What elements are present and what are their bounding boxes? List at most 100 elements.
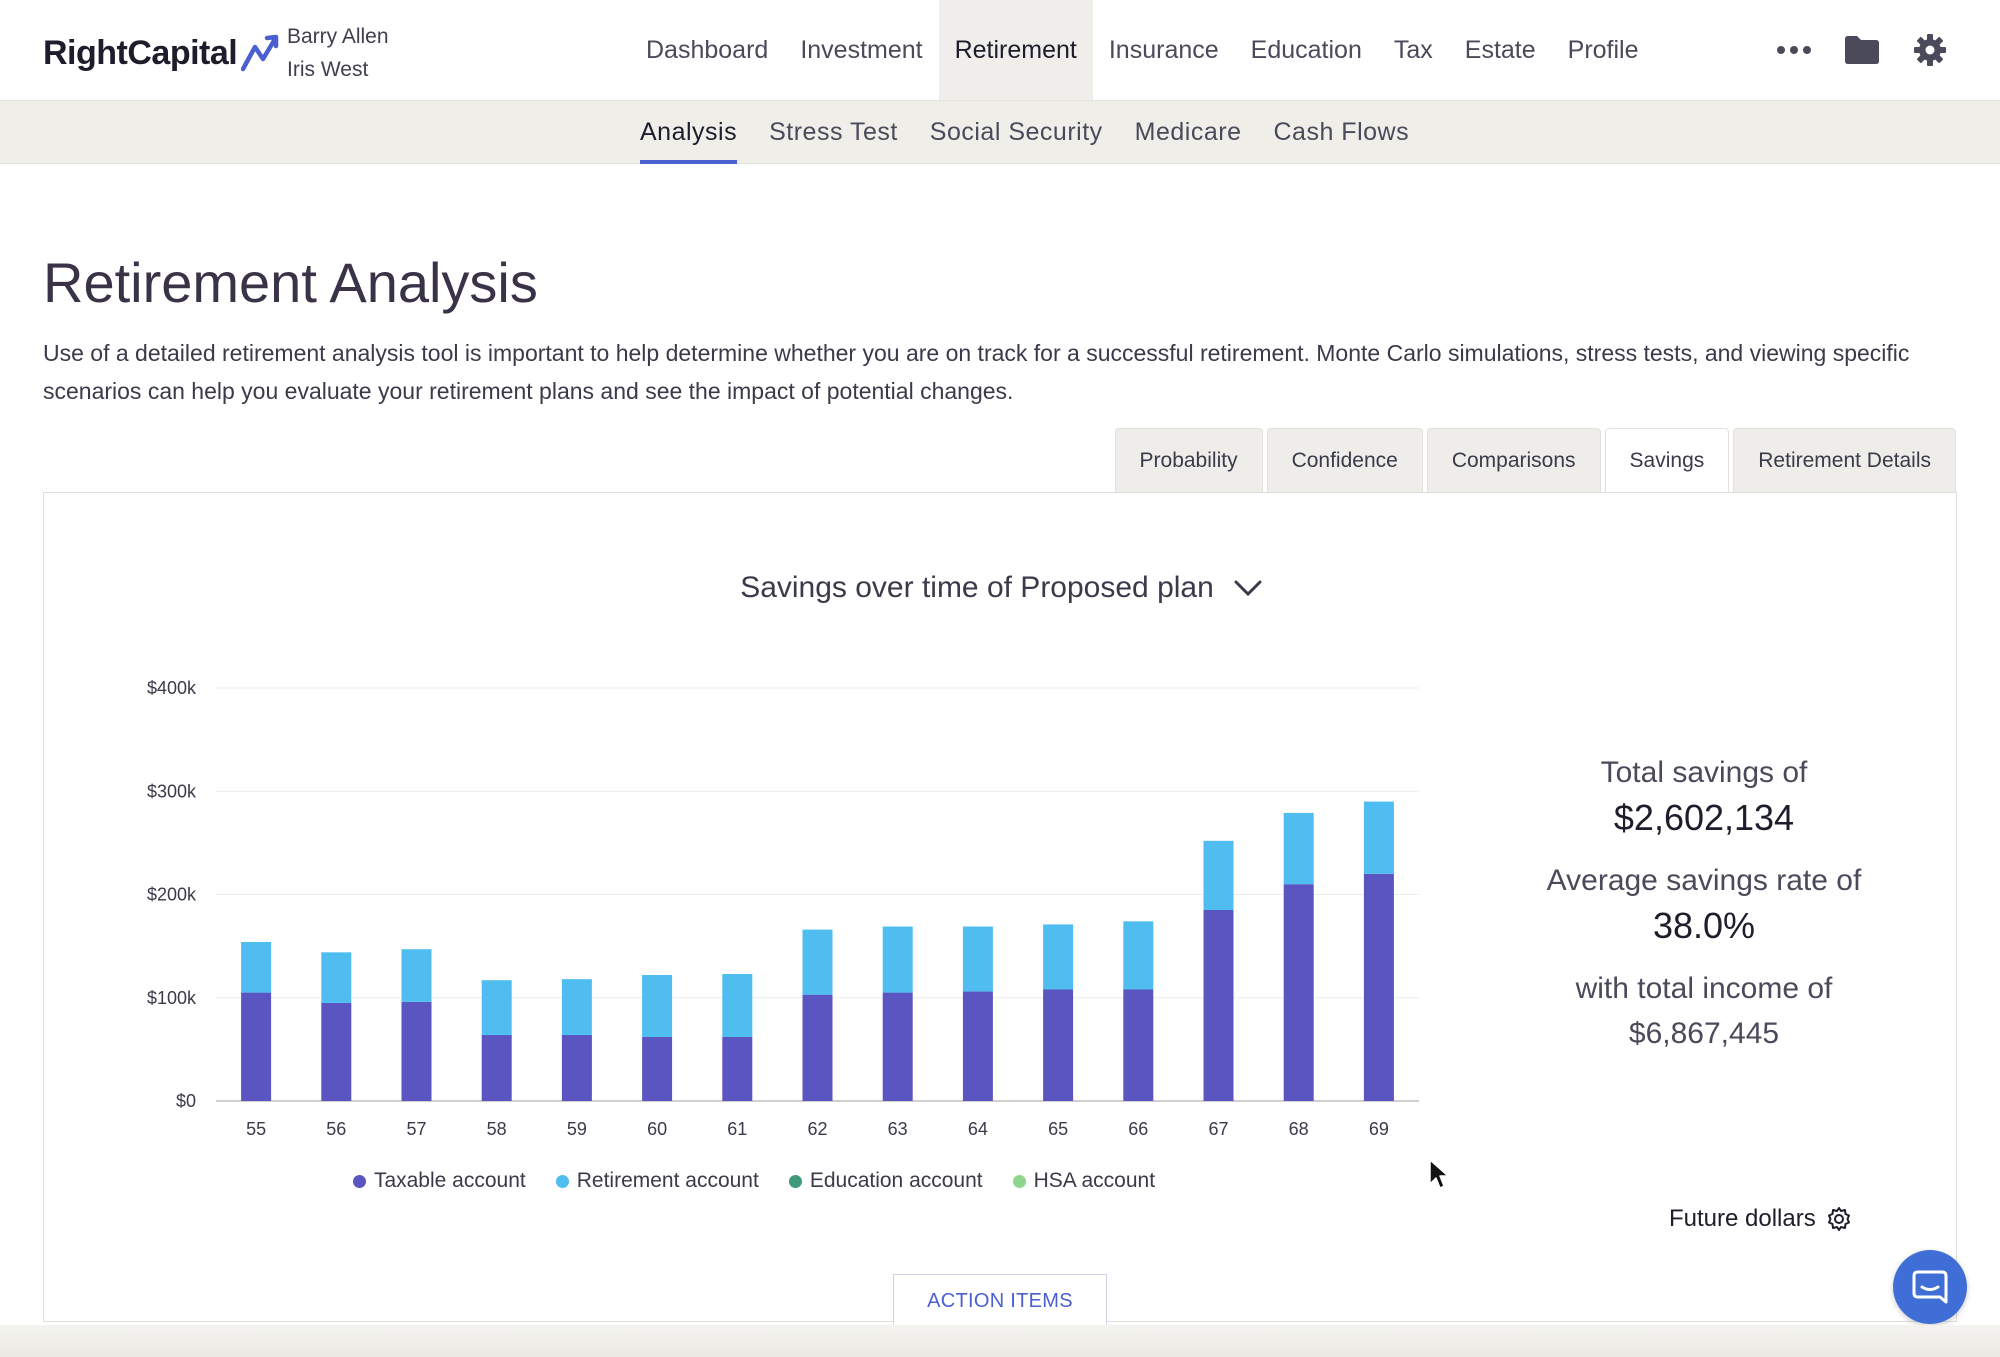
- bar-retirement-account-57[interactable]: [401, 949, 432, 1002]
- x-tick-label: 63: [888, 1119, 908, 1139]
- legend-education-swatch: [788, 1174, 802, 1188]
- legend-hsa-label: HSA account: [1033, 1169, 1156, 1192]
- bar-retirement-account-58[interactable]: [481, 980, 512, 1035]
- savings-card: Savings over time of Proposed plan $0 $10…: [43, 492, 1957, 1322]
- x-tick-label: 57: [406, 1119, 426, 1139]
- bar-retirement-account-59[interactable]: [561, 979, 592, 1035]
- savings-chart: $0 $100k $200k $300k $400k 55 56 57 58 59 60 61 62 63…: [147, 678, 1419, 1139]
- client-names[interactable]: Barry Allen Iris West: [287, 20, 389, 86]
- bar-taxable-account-68[interactable]: [1283, 884, 1314, 1101]
- bar-retirement-account-62[interactable]: [802, 929, 833, 995]
- nav-education[interactable]: Education: [1250, 35, 1362, 64]
- chevron-down-icon: [1234, 580, 1262, 597]
- y-tick-label: $300k: [147, 781, 197, 801]
- y-tick-label: $100k: [147, 988, 197, 1008]
- mouse-cursor-icon: [1429, 1159, 1449, 1189]
- bar-taxable-account-67[interactable]: [1203, 909, 1234, 1101]
- gear-icon[interactable]: [1911, 31, 1949, 69]
- bar-retirement-account-66[interactable]: [1123, 921, 1154, 990]
- folder-icon[interactable]: [1843, 31, 1881, 69]
- nav-insurance[interactable]: Insurance: [1108, 35, 1219, 64]
- nav-retirement[interactable]: Retirement: [938, 0, 1093, 100]
- legend-education[interactable]: Education account: [788, 1169, 983, 1193]
- bar-taxable-account-58[interactable]: [481, 1034, 512, 1101]
- bar-taxable-account-55[interactable]: [241, 992, 272, 1101]
- legend-hsa[interactable]: HSA account: [1012, 1169, 1156, 1193]
- x-tick-label: 60: [647, 1119, 667, 1139]
- bar-taxable-account-61[interactable]: [722, 1036, 753, 1101]
- bar-taxable-account-65[interactable]: [1043, 989, 1074, 1101]
- bar-taxable-account-64[interactable]: [962, 991, 993, 1101]
- nav-dashboard[interactable]: Dashboard: [646, 35, 769, 64]
- tab-confidence[interactable]: Confidence: [1266, 428, 1423, 492]
- legend-retirement[interactable]: Retirement account: [555, 1169, 759, 1193]
- bar-taxable-account-60[interactable]: [642, 1036, 673, 1101]
- x-tick-label: 58: [487, 1119, 507, 1139]
- bar-taxable-account-56[interactable]: [321, 1002, 352, 1101]
- subnav-cash-flows[interactable]: Cash Flows: [1273, 118, 1410, 146]
- legend-retirement-swatch: [555, 1174, 569, 1188]
- legend-education-label: Education account: [809, 1169, 983, 1192]
- bar-retirement-account-55[interactable]: [241, 941, 272, 993]
- income-value: $6,867,445: [1628, 1017, 1780, 1050]
- x-tick-label: 62: [807, 1119, 827, 1139]
- nav-investment[interactable]: Investment: [800, 35, 923, 64]
- nav-estate[interactable]: Estate: [1464, 35, 1536, 64]
- settings-gear-icon: [1827, 1207, 1850, 1231]
- subnav-stress-test[interactable]: Stress Test: [769, 118, 898, 146]
- bar-retirement-account-65[interactable]: [1043, 924, 1074, 990]
- logo[interactable]: RightCapital: [43, 28, 281, 78]
- subnav-medicare[interactable]: Medicare: [1134, 118, 1242, 146]
- bar-retirement-account-60[interactable]: [642, 975, 673, 1037]
- legend-taxable-label: Taxable account: [373, 1169, 526, 1192]
- chat-icon: [1912, 1270, 1948, 1304]
- bar-taxable-account-57[interactable]: [401, 1001, 432, 1101]
- bar-retirement-account-63[interactable]: [882, 926, 913, 993]
- chat-button[interactable]: [1893, 1250, 1967, 1324]
- more-icon[interactable]: [1775, 31, 1813, 69]
- y-tick-label: $0: [176, 1091, 196, 1111]
- main-nav: Dashboard Investment Retirement Insuranc…: [630, 0, 1655, 100]
- x-tick-label: 59: [567, 1119, 587, 1139]
- legend-taxable-swatch: [352, 1174, 366, 1188]
- bar-retirement-account-56[interactable]: [321, 952, 352, 1003]
- bar-retirement-account-67[interactable]: [1203, 840, 1234, 910]
- total-savings-value: $2,602,134: [1613, 797, 1795, 838]
- tab-probability[interactable]: Probability: [1114, 428, 1263, 492]
- page-title: Retirement Analysis: [43, 251, 538, 314]
- plan-selector[interactable]: Savings over time of Proposed plan: [44, 571, 1958, 605]
- bar-retirement-account-61[interactable]: [722, 974, 753, 1037]
- x-tick-label: 65: [1048, 1119, 1068, 1139]
- nav-icons: [1775, 0, 1949, 100]
- bar-taxable-account-63[interactable]: [882, 992, 913, 1101]
- tab-comparisons[interactable]: Comparisons: [1426, 428, 1601, 492]
- bar-taxable-account-66[interactable]: [1123, 989, 1154, 1101]
- subnav-social-security[interactable]: Social Security: [929, 118, 1103, 146]
- analysis-tabs: Probability Confidence Comparisons Savin…: [1114, 428, 1956, 492]
- bar-taxable-account-69[interactable]: [1363, 873, 1394, 1101]
- bar-retirement-account-69[interactable]: [1363, 801, 1394, 874]
- avg-rate-value: 38.0%: [1652, 905, 1756, 946]
- top-nav: RightCapital Barry Allen Iris West Dashb…: [0, 0, 2000, 101]
- page-description: Use of a detailed retirement analysis to…: [43, 340, 1910, 404]
- bar-retirement-account-68[interactable]: [1283, 812, 1314, 885]
- bar-taxable-account-62[interactable]: [802, 994, 833, 1101]
- x-tick-label: 61: [727, 1119, 747, 1139]
- x-tick-label: 67: [1208, 1119, 1228, 1139]
- subnav-analysis[interactable]: Analysis: [640, 101, 738, 164]
- tab-savings[interactable]: Savings: [1604, 428, 1730, 492]
- nav-profile[interactable]: Profile: [1567, 35, 1639, 64]
- tab-retirement-details[interactable]: Retirement Details: [1733, 428, 1956, 492]
- future-dollars-toggle[interactable]: Future dollars: [1669, 1205, 1852, 1233]
- bar-taxable-account-59[interactable]: [561, 1034, 592, 1101]
- bar-retirement-account-64[interactable]: [962, 926, 993, 992]
- x-tick-label: 69: [1369, 1119, 1389, 1139]
- x-tick-label: 66: [1128, 1119, 1148, 1139]
- chart-title: Savings over time of Proposed plan: [740, 571, 1214, 604]
- chart-legend: Taxable account Retirement account Educa…: [44, 1169, 1464, 1193]
- logo-arrow-icon: [241, 34, 279, 72]
- action-items-button[interactable]: ACTION ITEMS: [893, 1274, 1107, 1335]
- future-dollars-label: Future dollars: [1669, 1205, 1816, 1232]
- nav-tax[interactable]: Tax: [1393, 35, 1433, 64]
- legend-taxable[interactable]: Taxable account: [352, 1169, 526, 1193]
